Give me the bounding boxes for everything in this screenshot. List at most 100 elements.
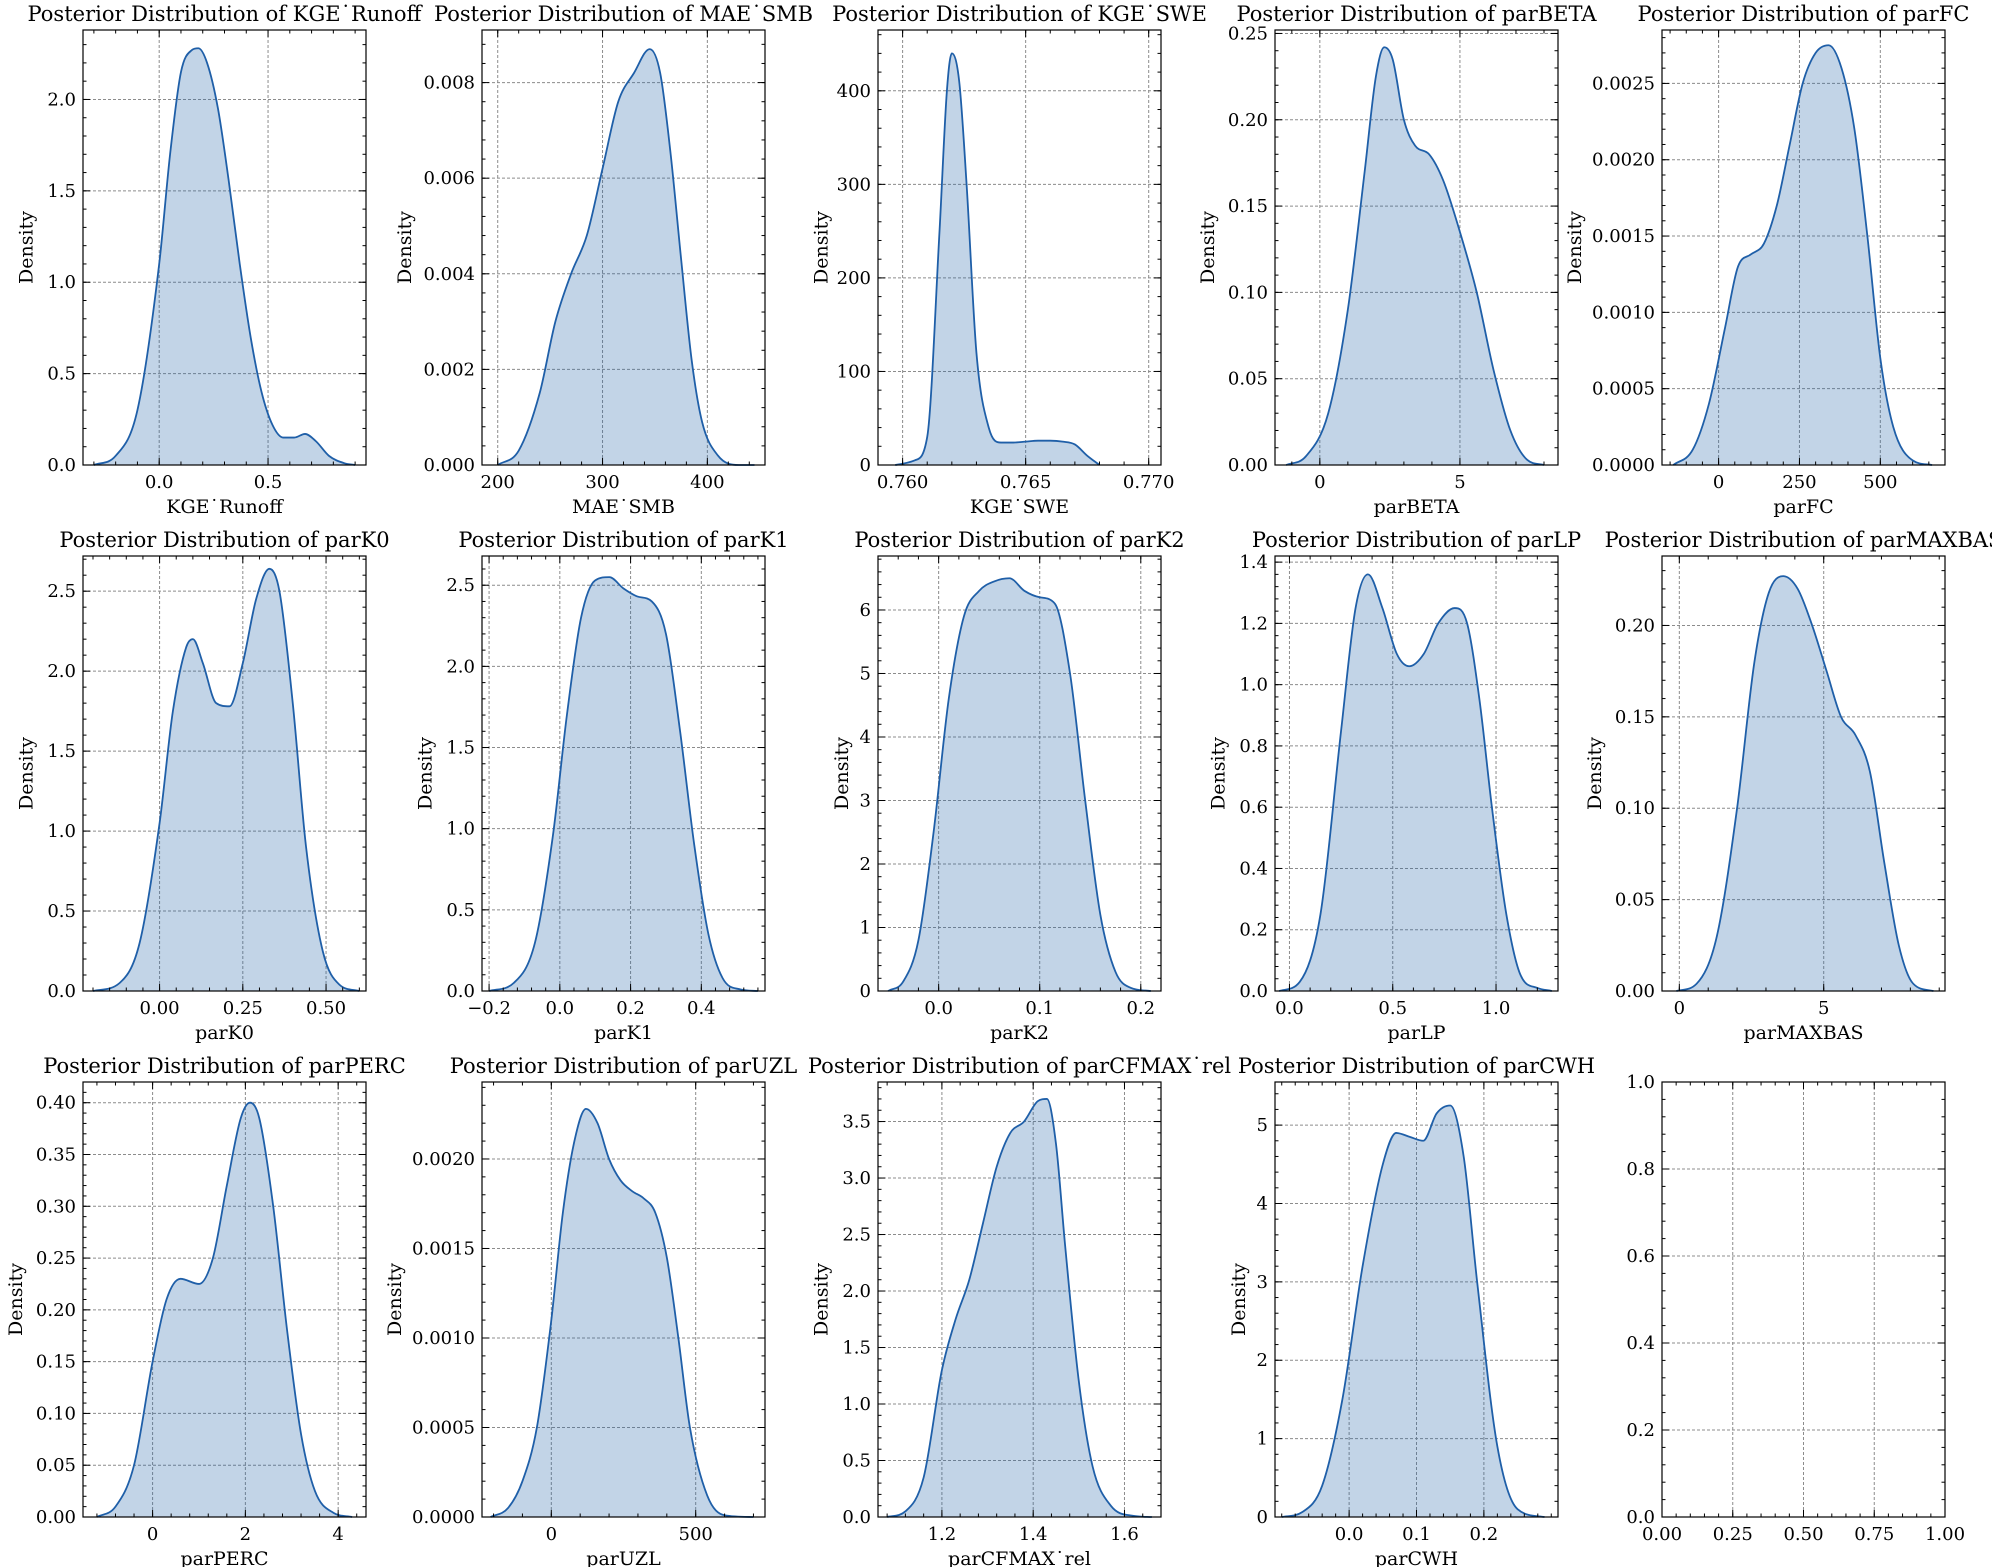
x-tick-label: 0.1 bbox=[1025, 998, 1054, 1019]
density-area bbox=[888, 578, 1151, 991]
x-axis-label: parUZL bbox=[586, 1548, 661, 1567]
x-axis-label: KGE˙Runoff bbox=[166, 496, 284, 518]
subplot-title: Posterior Distribution of parMAXBAS bbox=[1605, 528, 1992, 552]
x-tick-label: 0.1 bbox=[1402, 1524, 1431, 1545]
axes-frame bbox=[82, 555, 367, 992]
y-tick-label: 1.0 bbox=[47, 821, 76, 842]
y-axis-label: Density bbox=[1197, 211, 1219, 284]
subplot-15: 0.00 0.25 0.50 0.75 1.00 0.0 0.2 0.4 0.6 0.8 1.0 bbox=[1626, 1072, 1965, 1545]
density-area bbox=[887, 1098, 1152, 1517]
y-axis-label: Density bbox=[831, 737, 853, 810]
y-tick-label: 4 bbox=[860, 727, 871, 748]
y-tick-label: 0.0015 bbox=[1592, 226, 1655, 247]
y-tick-label: 0.5 bbox=[47, 901, 76, 922]
y-tick-label: 0.4 bbox=[1239, 858, 1268, 879]
x-tick-label: 400 bbox=[690, 472, 724, 493]
y-tick-label: 0.0 bbox=[446, 981, 475, 1002]
x-tick-label: 0.765 bbox=[1000, 472, 1052, 493]
y-tick-label: 0.0015 bbox=[412, 1238, 475, 1259]
density-area bbox=[497, 49, 755, 466]
y-tick-label: 0.0 bbox=[47, 455, 76, 476]
y-tick-label: 0.004 bbox=[423, 264, 475, 285]
density-curve bbox=[93, 47, 356, 466]
density-area bbox=[1676, 576, 1934, 991]
x-tick-label: 0 bbox=[1314, 472, 1325, 493]
y-tick-label: 200 bbox=[837, 268, 871, 289]
density-curve bbox=[96, 1101, 353, 1518]
y-tick-label: 0.002 bbox=[423, 359, 475, 380]
axes-frame bbox=[481, 1081, 766, 1518]
y-tick-label: 1 bbox=[860, 917, 871, 938]
density-curve bbox=[1672, 44, 1933, 466]
y-tick-label: 0.05 bbox=[36, 1455, 76, 1476]
y-tick-label: 0.5 bbox=[47, 364, 76, 385]
y-axis-label: Density bbox=[1564, 211, 1586, 284]
y-tick-label: 0.0010 bbox=[412, 1328, 475, 1349]
x-tick-label: 0.50 bbox=[1783, 1524, 1823, 1545]
y-tick-label: 0.05 bbox=[1615, 890, 1655, 911]
x-axis-label: parK0 bbox=[195, 1022, 254, 1044]
y-axis-label: Density bbox=[1228, 1263, 1250, 1336]
x-tick-label: 200 bbox=[481, 472, 515, 493]
density-curve bbox=[1281, 1104, 1545, 1518]
x-tick-label: 0.0 bbox=[1335, 1524, 1364, 1545]
x-axis-label: parFC bbox=[1773, 496, 1833, 518]
x-tick-label: 0.0 bbox=[546, 998, 575, 1019]
x-tick-label: 0.770 bbox=[1123, 472, 1175, 493]
y-tick-label: 0.00 bbox=[36, 1507, 76, 1528]
x-tick-label: 0.5 bbox=[1378, 998, 1407, 1019]
y-tick-label: 0.0020 bbox=[1592, 150, 1655, 171]
y-tick-label: 0.8 bbox=[1239, 736, 1268, 757]
density-curve bbox=[895, 52, 1101, 466]
y-tick-label: 0.00 bbox=[1228, 455, 1268, 476]
y-axis-label: Density bbox=[414, 737, 436, 810]
y-tick-label: 1.5 bbox=[842, 1338, 871, 1359]
x-tick-label: 0.0 bbox=[145, 472, 174, 493]
subplot-title: Posterior Distribution of parCWH bbox=[1238, 1054, 1595, 1078]
axes-frame bbox=[1661, 29, 1946, 466]
x-axis-label: parBETA bbox=[1374, 496, 1460, 518]
subplot-3: 0.760 0.765 0.770 0 100 200 300 400 Posterior Di… bbox=[810, 2, 1207, 518]
subplot-title: Posterior Distribution of parLP bbox=[1252, 528, 1581, 552]
y-tick-label: 0.15 bbox=[1615, 707, 1655, 728]
y-tick-label: 0.20 bbox=[36, 1300, 76, 1321]
y-tick-label: 2.0 bbox=[47, 89, 76, 110]
x-tick-label: 0.4 bbox=[687, 998, 716, 1019]
y-axis-label: Density bbox=[384, 1263, 406, 1336]
y-tick-label: 2.5 bbox=[446, 575, 475, 596]
x-tick-label: 4 bbox=[332, 1524, 343, 1545]
y-tick-label: 0.0005 bbox=[412, 1417, 475, 1438]
density-curve bbox=[887, 577, 1151, 992]
subplot-title: Posterior Distribution of parK1 bbox=[458, 528, 788, 552]
y-tick-label: 1.0 bbox=[842, 1394, 871, 1415]
y-tick-label: 0.0025 bbox=[1592, 73, 1655, 94]
y-axis-label: Density bbox=[1207, 737, 1229, 810]
x-tick-label: 0.25 bbox=[223, 998, 263, 1019]
y-tick-label: 1.4 bbox=[1239, 552, 1268, 573]
y-tick-label: 2.5 bbox=[842, 1225, 871, 1246]
y-tick-label: 1.5 bbox=[47, 181, 76, 202]
x-axis-label: parLP bbox=[1388, 1022, 1446, 1044]
x-tick-label: 0 bbox=[546, 1524, 557, 1545]
y-tick-label: 0.000 bbox=[423, 455, 475, 476]
y-tick-label: 0.5 bbox=[842, 1451, 871, 1472]
y-tick-label: 0.8 bbox=[1626, 1159, 1655, 1180]
y-tick-label: 0.10 bbox=[1615, 798, 1655, 819]
density-curve bbox=[488, 576, 758, 992]
y-tick-label: 3.5 bbox=[842, 1112, 871, 1133]
y-tick-label: 1 bbox=[1257, 1429, 1268, 1450]
y-tick-label: 1.0 bbox=[446, 819, 475, 840]
x-axis-label: parK1 bbox=[594, 1022, 653, 1044]
density-area bbox=[1279, 574, 1552, 991]
subplot-10: 0 5 0.00 0.05 0.10 0.15 0.20 Posterior Distribu… bbox=[1584, 528, 1992, 1044]
x-tick-label: 0.2 bbox=[1470, 1524, 1499, 1545]
y-tick-label: 0.0000 bbox=[412, 1507, 475, 1528]
x-tick-label: 1.0 bbox=[1482, 998, 1511, 1019]
subplot-6: 0.00 0.25 0.50 0.0 0.5 1.0 1.5 2.0 2.5 Posterior … bbox=[15, 528, 389, 1044]
x-tick-label: 5 bbox=[1454, 472, 1465, 493]
y-tick-label: 0.6 bbox=[1239, 797, 1268, 818]
subplot-title: Posterior Distribution of MAE˙SMB bbox=[434, 2, 813, 26]
y-axis-label: Density bbox=[15, 211, 37, 284]
